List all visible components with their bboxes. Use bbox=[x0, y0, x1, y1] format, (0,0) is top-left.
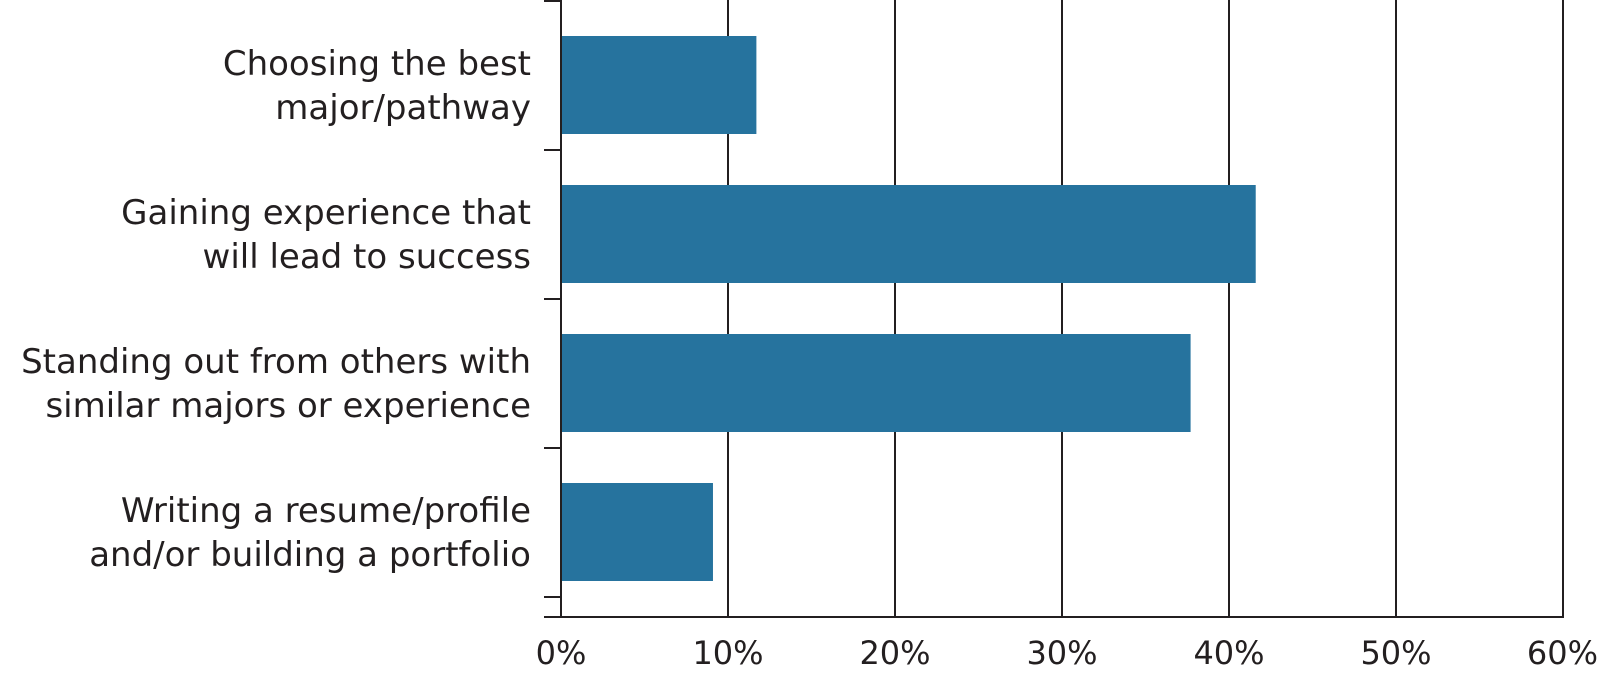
category-label-2-line-1: Gaining experience that bbox=[121, 193, 531, 233]
category-label-2-line-2: will lead to success bbox=[203, 237, 531, 277]
bar-1 bbox=[561, 36, 757, 134]
x-tick-label-40: 40% bbox=[1193, 634, 1264, 672]
category-labels: Choosing the best major/pathway Gaining ex… bbox=[21, 44, 531, 575]
grid-lines bbox=[727, 0, 1564, 617]
x-tick-label-60: 60% bbox=[1527, 634, 1598, 672]
category-label-4-line-2: and/or building a portfolio bbox=[89, 535, 531, 575]
category-label-4-line-1: Writing a resume/profile bbox=[121, 491, 531, 531]
category-label-3-line-2: similar majors or experience bbox=[45, 386, 531, 426]
x-tick-label-30: 30% bbox=[1026, 634, 1097, 672]
x-tick-label-20: 20% bbox=[859, 634, 930, 672]
category-label-1-line-2: major/pathway bbox=[275, 88, 531, 128]
category-label-1: Choosing the best major/pathway bbox=[223, 44, 531, 128]
axes bbox=[544, 0, 1564, 618]
x-tick-label-10: 10% bbox=[692, 634, 763, 672]
bars bbox=[561, 36, 1256, 581]
bar-2 bbox=[561, 185, 1256, 283]
category-label-2: Gaining experience that will lead to succ… bbox=[121, 193, 531, 277]
category-label-3-line-1: Standing out from others with bbox=[21, 342, 531, 382]
bar-4 bbox=[561, 483, 713, 581]
x-tick-label-0: 0% bbox=[536, 634, 587, 672]
category-label-1-line-1: Choosing the best bbox=[223, 44, 531, 84]
bar-3 bbox=[561, 334, 1191, 432]
category-label-4: Writing a resume/profile and/or building … bbox=[89, 491, 531, 575]
x-tick-label-50: 50% bbox=[1360, 634, 1431, 672]
x-tick-labels: 0% 10% 20% 30% 40% 50% 60% bbox=[536, 634, 1598, 672]
category-label-3: Standing out from others with similar maj… bbox=[21, 342, 531, 426]
